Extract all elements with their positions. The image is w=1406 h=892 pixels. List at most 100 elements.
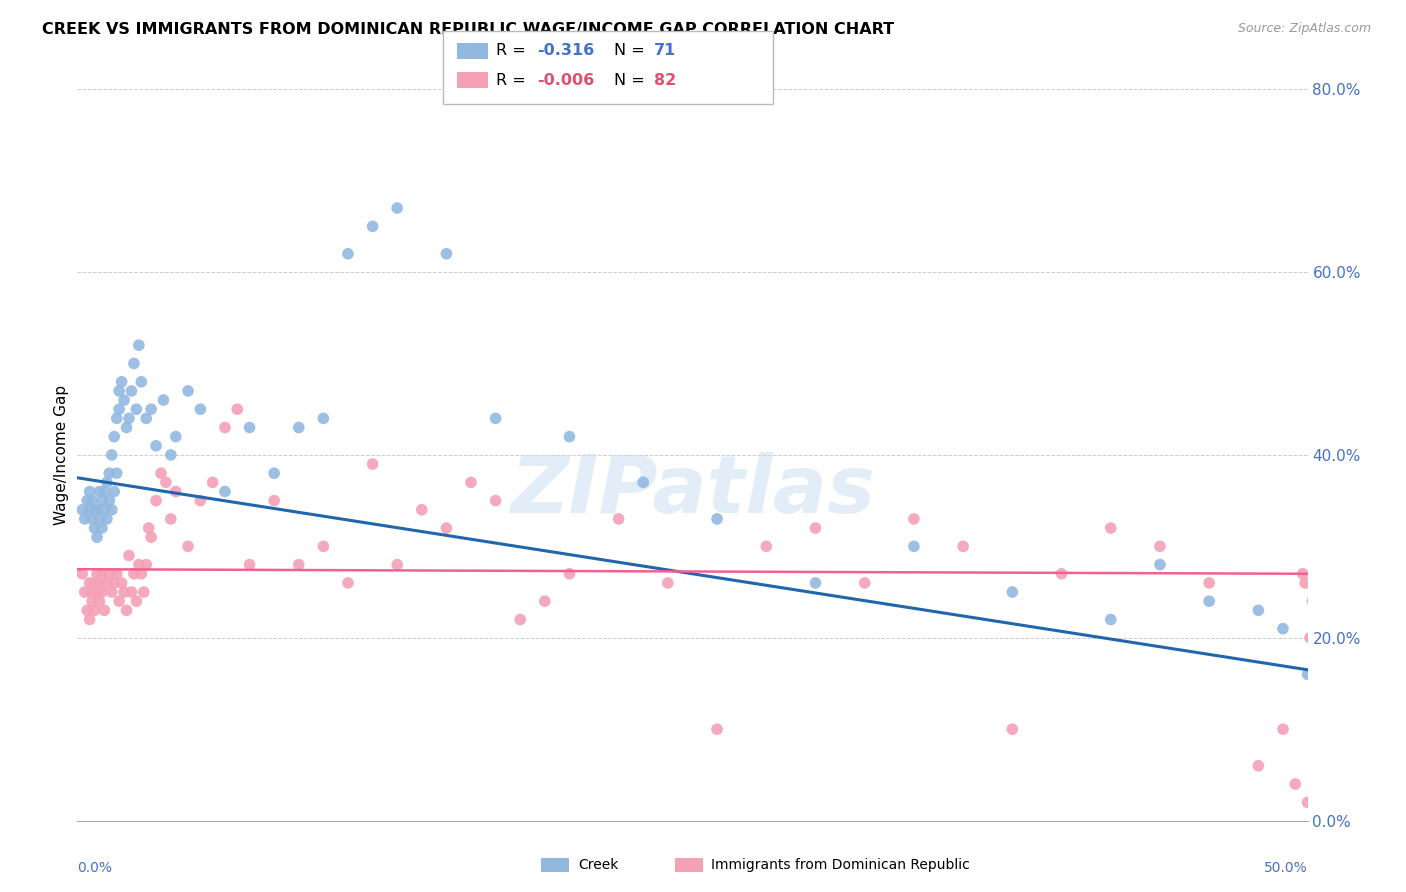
Text: 0.0%: 0.0% <box>77 861 112 875</box>
Point <box>1322 613 1344 627</box>
Text: N =: N = <box>614 73 651 87</box>
Point <box>89 484 111 499</box>
Point <box>93 484 115 499</box>
Point <box>82 512 104 526</box>
Point <box>82 594 104 608</box>
Point <box>657 576 679 591</box>
Point <box>1303 613 1326 627</box>
Point <box>73 585 96 599</box>
Point <box>70 502 93 516</box>
Point <box>263 493 285 508</box>
Point <box>436 521 458 535</box>
Point <box>633 475 655 490</box>
Point <box>460 475 482 490</box>
Point <box>132 585 155 599</box>
Point <box>83 521 105 535</box>
Point <box>288 558 311 572</box>
Point <box>337 246 360 260</box>
Point <box>121 585 143 599</box>
Point <box>103 430 125 444</box>
Point <box>263 466 285 480</box>
Point <box>436 246 458 260</box>
Point <box>141 402 163 417</box>
Point <box>70 566 93 581</box>
Point <box>387 558 409 572</box>
Point <box>145 439 167 453</box>
Point <box>903 539 925 553</box>
Point <box>112 585 135 599</box>
Point <box>1001 585 1024 599</box>
Point <box>165 430 187 444</box>
Point <box>288 420 311 434</box>
Point <box>337 576 360 591</box>
Point <box>141 530 163 544</box>
Point <box>1292 566 1315 581</box>
Point <box>122 356 145 371</box>
Point <box>1272 622 1295 636</box>
Point <box>112 392 135 407</box>
Point <box>387 201 409 215</box>
Point <box>1309 585 1331 599</box>
Point <box>1050 566 1073 581</box>
Point <box>83 502 105 516</box>
Point <box>90 566 114 581</box>
Point <box>1306 539 1329 553</box>
Point <box>115 603 138 617</box>
Text: -0.316: -0.316 <box>537 44 595 58</box>
Point <box>108 384 131 398</box>
Point <box>558 566 581 581</box>
Point <box>135 411 157 425</box>
Point <box>111 375 132 389</box>
Point <box>82 585 104 599</box>
Point <box>706 512 728 526</box>
Point <box>83 576 105 591</box>
Point <box>177 539 200 553</box>
Point <box>1247 603 1270 617</box>
Point <box>607 512 630 526</box>
Text: R =: R = <box>496 44 531 58</box>
Point <box>312 539 335 553</box>
Point <box>111 576 132 591</box>
Point <box>98 466 121 480</box>
Text: 50.0%: 50.0% <box>1264 861 1308 875</box>
Point <box>108 594 131 608</box>
Point <box>86 502 108 516</box>
Point <box>118 411 141 425</box>
Point <box>155 475 177 490</box>
Point <box>105 566 128 581</box>
Point <box>361 219 384 234</box>
Point <box>89 594 111 608</box>
Point <box>125 594 148 608</box>
Point <box>411 502 433 516</box>
Point <box>76 493 98 508</box>
Point <box>105 466 128 480</box>
Point <box>83 603 105 617</box>
Point <box>1272 723 1295 737</box>
Point <box>89 512 111 526</box>
Point <box>90 521 114 535</box>
Text: 71: 71 <box>654 44 676 58</box>
Point <box>89 576 111 591</box>
Point <box>485 411 508 425</box>
Point <box>903 512 925 526</box>
Point <box>201 475 224 490</box>
Point <box>558 430 581 444</box>
Point <box>226 402 249 417</box>
Point <box>1284 777 1306 791</box>
Point <box>82 493 104 508</box>
Point <box>1099 613 1122 627</box>
Point <box>103 576 125 591</box>
Point <box>150 466 173 480</box>
Point <box>1149 539 1171 553</box>
Point <box>804 521 827 535</box>
Point <box>93 502 115 516</box>
Point <box>135 558 157 572</box>
Point <box>115 420 138 434</box>
Point <box>105 411 128 425</box>
Point <box>1099 521 1122 535</box>
Point <box>312 411 335 425</box>
Text: N =: N = <box>614 44 651 58</box>
Point <box>86 530 108 544</box>
Point <box>103 484 125 499</box>
Point <box>90 493 114 508</box>
